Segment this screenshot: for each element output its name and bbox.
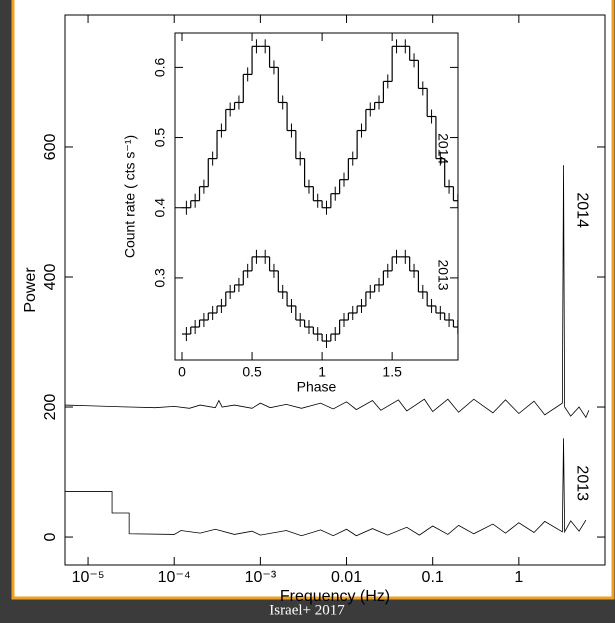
- series-label: 2014: [573, 192, 590, 228]
- x-tick-label: 10⁻⁴: [158, 569, 191, 586]
- x-tick-label: 1: [514, 569, 523, 586]
- series-label: 2014: [435, 133, 451, 164]
- y-axis-label: Count rate ( cts s⁻¹): [122, 135, 138, 258]
- y-tick-label: 200: [42, 394, 59, 421]
- series-label: 2013: [435, 259, 451, 290]
- x-tick-label: 0: [178, 364, 186, 380]
- spectrum-line: [65, 438, 587, 537]
- x-axis-label: Frequency (Hz): [280, 588, 390, 605]
- y-tick-label: 0.5: [152, 128, 168, 148]
- spectrum-line: [65, 165, 590, 419]
- y-tick-label: 0: [42, 532, 59, 541]
- x-tick-label: 1: [318, 364, 326, 380]
- x-tick-label: 0.5: [242, 364, 262, 380]
- y-tick-label: 0.3: [152, 268, 168, 288]
- plot-data: [65, 165, 590, 537]
- y-tick-label: 0.4: [152, 198, 168, 218]
- plot-data: [182, 39, 458, 349]
- y-tick-label: 600: [42, 134, 59, 161]
- x-tick-label: 10⁻³: [245, 569, 277, 586]
- x-tick-label: 0.01: [331, 569, 362, 586]
- y-tick-label: 400: [42, 264, 59, 291]
- x-tick-label: 10⁻⁵: [72, 569, 105, 586]
- series-label: 2013: [573, 465, 590, 501]
- y-axis-label: Power: [22, 267, 39, 313]
- y-tick-label: 0.6: [152, 57, 168, 77]
- x-tick-label: 1.5: [382, 364, 402, 380]
- x-axis-label: Phase: [297, 379, 337, 395]
- caption: Israel+ 2017: [269, 602, 345, 618]
- x-tick-label: 0.1: [422, 569, 444, 586]
